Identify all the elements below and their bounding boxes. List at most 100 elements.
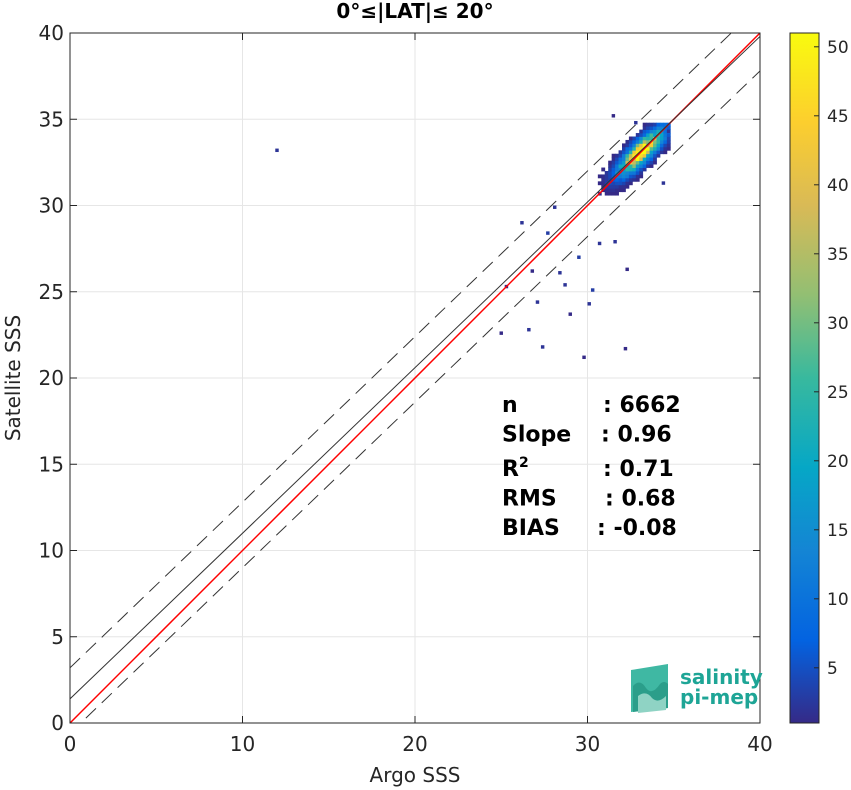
density-cell (642, 136, 647, 141)
outlier-point-5 (499, 331, 503, 335)
y-tick-label-1: 5 (51, 625, 64, 649)
density-cell (622, 184, 626, 189)
density-cell (618, 167, 623, 172)
density-cell (632, 150, 637, 155)
density-cell (618, 184, 623, 189)
density-cell (632, 153, 637, 158)
outlier-point-18 (661, 181, 666, 185)
density-cell (625, 139, 630, 144)
chart-title: 0°≤|LAT|≤ 20° (336, 0, 493, 23)
density-cell (649, 150, 654, 155)
outlier-point-23 (587, 302, 591, 306)
density-cell (625, 160, 630, 165)
density-cell (625, 184, 630, 189)
density-cell (632, 177, 637, 182)
outlier-point-11 (590, 288, 595, 292)
density-cell (663, 133, 668, 137)
density-cell (642, 139, 647, 144)
density-cell (646, 129, 650, 134)
density-cell (659, 143, 664, 148)
density-cell (618, 150, 623, 155)
outlier-point-3 (582, 355, 586, 360)
density-cell (628, 174, 633, 179)
density-cell (656, 146, 661, 151)
density-cell (656, 126, 661, 130)
logo-text-salinity: salinity (680, 665, 763, 689)
stat-label-n: n (502, 393, 518, 418)
density-cell (666, 126, 671, 130)
density-cell (597, 174, 602, 179)
density-cell (618, 181, 623, 186)
density-cell (656, 129, 661, 134)
outlier-point-22 (546, 231, 550, 235)
density-cell (622, 143, 626, 148)
density-cell (639, 153, 644, 158)
density-cell (632, 139, 637, 144)
density-cell (639, 160, 644, 165)
density-cell (628, 136, 633, 141)
density-cell (615, 171, 619, 175)
density-cell (642, 167, 647, 172)
density-cell (635, 171, 640, 175)
density-cell (663, 139, 668, 144)
density-cell (639, 146, 644, 151)
y-tick-label-3: 15 (39, 452, 64, 476)
density-cell (646, 164, 650, 168)
density-cell (646, 160, 650, 165)
wave-logo-icon (631, 664, 668, 713)
density-cell (635, 164, 640, 168)
density-cell (611, 181, 616, 186)
density-cell (628, 150, 633, 155)
density-cell (608, 184, 613, 189)
density-cell (635, 133, 640, 137)
density-cell (653, 153, 657, 158)
colorbar-tick-label-3: 20 (827, 452, 849, 472)
density-cell (632, 164, 637, 168)
y-tick-label-4: 20 (39, 366, 64, 390)
density-cell (601, 167, 606, 172)
density-cell (628, 171, 633, 175)
y-axis-label: Satellite SSS (1, 315, 25, 441)
density-cell (635, 136, 640, 141)
y-tick-label-0: 0 (51, 711, 64, 735)
density-cell (632, 167, 637, 172)
density-cell (646, 126, 650, 130)
density-cell (615, 160, 619, 165)
density-cell (618, 174, 623, 179)
density-cell (632, 174, 637, 179)
density-cell (666, 146, 671, 151)
density-cell (639, 139, 644, 144)
density-cell (663, 150, 668, 155)
density-cell (625, 150, 630, 155)
density-cell (656, 139, 661, 144)
density-cell (639, 157, 644, 162)
density-cell (646, 150, 650, 155)
density-cell (615, 181, 619, 186)
y-tick-label-8: 40 (39, 21, 64, 45)
x-axis-label: Argo SSS (370, 763, 461, 787)
x-tick-label-0: 0 (64, 732, 77, 756)
density-cell (639, 174, 644, 179)
density-cell (663, 146, 668, 151)
density-cell (642, 153, 647, 158)
density-cell (608, 167, 613, 172)
density-cell (632, 146, 637, 151)
outlier-point-8 (535, 300, 540, 304)
density-cell (618, 153, 623, 158)
density-cell (663, 122, 668, 127)
density-cell (653, 139, 657, 144)
density-cell (659, 126, 664, 130)
density-cells (275, 114, 671, 360)
outlier-point-13 (597, 241, 602, 246)
density-cell (639, 136, 644, 141)
y-tick-label-5: 25 (39, 280, 64, 304)
density-cell (642, 122, 647, 127)
density-cell (604, 171, 609, 175)
density-cell (653, 122, 657, 127)
outlier-point-10 (563, 283, 567, 287)
density-cell (639, 129, 644, 134)
density-cell (601, 177, 606, 182)
density-cell (659, 146, 664, 151)
density-cell (618, 157, 623, 162)
